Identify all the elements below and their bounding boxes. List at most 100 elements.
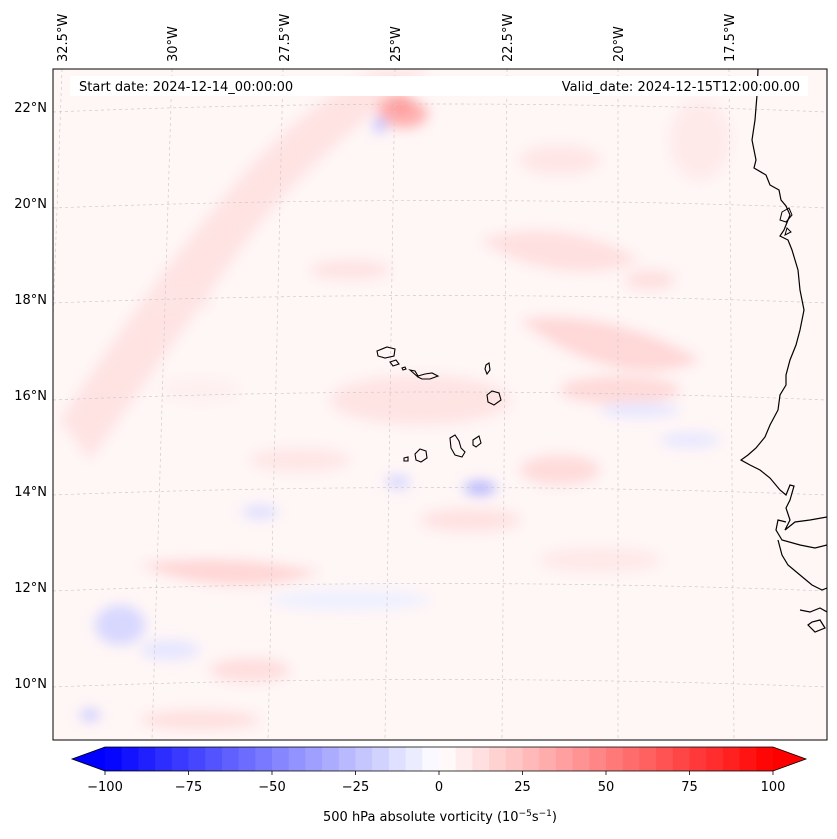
- colorbar-swatches: [72, 747, 806, 771]
- graticule: [53, 69, 827, 740]
- colorbar-swatch: [422, 747, 440, 771]
- colorbar-swatch: [105, 747, 123, 771]
- parallel-18n: [53, 295, 827, 304]
- meridian-17-5w: [728, 69, 735, 740]
- colorbar-swatch: [405, 747, 423, 771]
- island-maio: [472, 435, 482, 448]
- colorbar-tick-label: −75: [175, 780, 202, 795]
- meridian-22-5w: [501, 69, 508, 740]
- colorbar-swatch: [372, 747, 390, 771]
- colorbar: −100 −75 −50 −25 0 25 50 75 100 500 hPa absolute…: [70, 746, 808, 825]
- colorbar-swatch: [355, 747, 373, 771]
- island-sao-nicolau: [408, 369, 440, 380]
- start-date-label: Start date: 2024-12-14_00:00:00: [79, 80, 293, 95]
- valid-date-label: Valid_date: 2024-12-15T12:00:00.00: [562, 80, 800, 95]
- colorbar-swatch: [706, 747, 724, 771]
- colorbar-tick-label: −100: [87, 780, 123, 795]
- vorticity-field: [60, 70, 730, 730]
- colorbar-tick-label: −25: [342, 780, 369, 795]
- parallel-16n: [53, 391, 827, 401]
- island-sal: [484, 362, 491, 376]
- lon-label-27-5w: 27.5°W: [278, 14, 293, 62]
- map-frame: [52, 68, 828, 741]
- colorbar-tick-label: 50: [598, 780, 615, 795]
- parallel-12n: [53, 583, 827, 592]
- colorbar-swatch: [756, 747, 774, 771]
- africa-coastline: [739, 69, 827, 531]
- colorbar-swatch: [689, 747, 707, 771]
- island-santiago: [449, 434, 466, 458]
- parallel-14n: [53, 487, 827, 496]
- colorbar-ticks: −100 −75 −50 −25 0 25 50 75 100: [87, 771, 785, 795]
- island-santo-antao: [376, 346, 396, 359]
- island-fogo: [414, 448, 428, 463]
- island-santa-luzia: [401, 366, 407, 371]
- parallel-10n: [53, 679, 827, 688]
- africa-coastline-south: [775, 519, 827, 633]
- colorbar-swatch: [656, 747, 674, 771]
- africa-islands-north: [779, 207, 793, 236]
- lat-label-14n: 14°N: [14, 485, 47, 500]
- colorbar-tick-label: 75: [681, 780, 698, 795]
- colorbar-swatch: [305, 747, 323, 771]
- colorbar-swatch: [505, 747, 524, 771]
- colorbar-tick-label: 0: [435, 780, 443, 795]
- parallel-20n: [53, 200, 827, 209]
- meridian-25w: [384, 69, 396, 740]
- colorbar-swatch: [155, 747, 173, 771]
- colorbar-swatch: [238, 747, 256, 771]
- lon-label-32-5w: 32.5°W: [56, 14, 71, 62]
- colorbar-tick-label: 25: [514, 780, 531, 795]
- meridian-27-5w: [267, 69, 284, 740]
- island-boa-vista: [486, 390, 502, 406]
- meridian-30w: [151, 69, 173, 740]
- latitude-labels: 22°N 20°N 18°N 16°N 14°N 12°N 10°N: [14, 101, 47, 692]
- colorbar-swatch: [722, 747, 741, 771]
- colorbar-swatch: [522, 747, 540, 771]
- cape-verde-islands: [376, 346, 502, 463]
- colorbar-swatch: [338, 747, 357, 771]
- lat-label-12n: 12°N: [14, 581, 47, 596]
- colorbar-swatch: [221, 747, 240, 771]
- island-sao-vicente: [389, 359, 400, 367]
- lon-label-25w: 25°W: [389, 26, 404, 62]
- colorbar-tick-label: 100: [761, 780, 786, 795]
- lat-label-10n: 10°N: [14, 677, 47, 692]
- colorbar-swatch: [205, 747, 223, 771]
- colorbar-extend-min: [72, 747, 105, 771]
- colorbar-swatch: [589, 747, 607, 771]
- lat-label-22n: 22°N: [14, 101, 47, 116]
- colorbar-swatch: [672, 747, 691, 771]
- lon-label-22-5w: 22.5°W: [501, 14, 516, 62]
- colorbar-extend-max: [773, 747, 806, 771]
- colorbar-swatch: [555, 747, 574, 771]
- colorbar-swatch: [439, 747, 457, 771]
- lat-label-18n: 18°N: [14, 293, 47, 308]
- colorbar-swatch: [606, 747, 624, 771]
- colorbar-swatch: [739, 747, 757, 771]
- lon-label-20w: 20°W: [612, 26, 627, 62]
- colorbar-swatch: [272, 747, 290, 771]
- island-brava: [403, 456, 409, 462]
- lon-label-30w: 30°W: [166, 26, 181, 62]
- colorbar-swatch: [322, 747, 340, 771]
- colorbar-swatch: [639, 747, 657, 771]
- colorbar-swatch: [539, 747, 557, 771]
- colorbar-swatch: [138, 747, 156, 771]
- colorbar-label: 500 hPa absolute vorticity (10−5s−1): [323, 809, 557, 825]
- colorbar-swatch: [188, 747, 206, 771]
- colorbar-swatch: [288, 747, 306, 771]
- lon-label-17-5w: 17.5°W: [723, 14, 738, 62]
- colorbar-tick-label: −50: [258, 780, 285, 795]
- colorbar-swatch: [388, 747, 407, 771]
- colorbar-swatch: [572, 747, 590, 771]
- header-background: [70, 76, 808, 96]
- colorbar-swatch: [171, 747, 190, 771]
- lat-label-16n: 16°N: [14, 389, 47, 404]
- map-panel[interactable]: Start date: 2024-12-14_00:00:00 Valid_da…: [38, 69, 827, 740]
- colorbar-swatch: [622, 747, 640, 771]
- colorbar-swatch: [255, 747, 273, 771]
- longitude-labels: 32.5°W 30°W 27.5°W 25°W 22.5°W 20°W 17.5…: [56, 14, 738, 62]
- lat-label-20n: 20°N: [14, 197, 47, 212]
